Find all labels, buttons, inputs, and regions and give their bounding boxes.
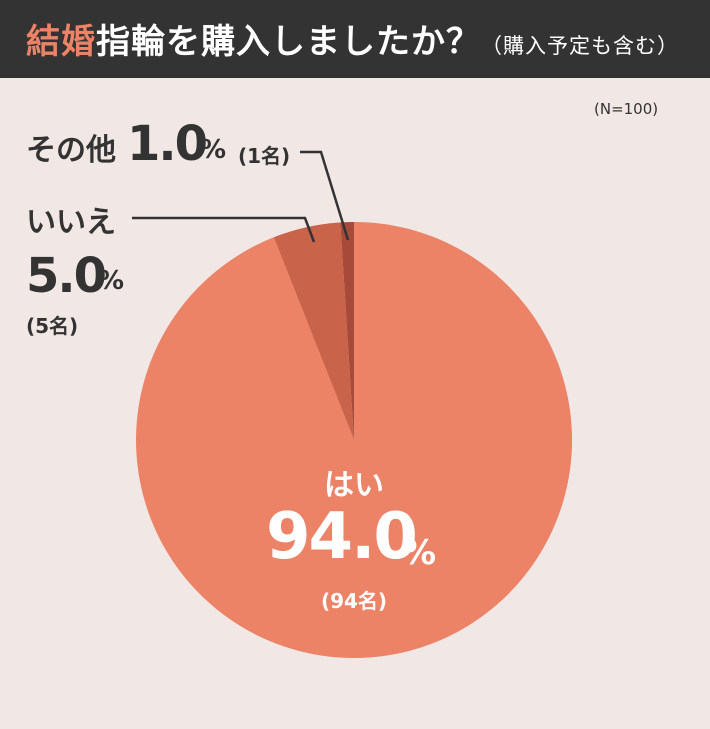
label-no-pct-sign: % [98, 266, 125, 296]
leader-line-other [300, 150, 350, 241]
label-yes-name: はい [324, 468, 384, 503]
title-sub: （購入予定も含む） [481, 34, 679, 58]
label-other-count: (1名) [238, 144, 291, 168]
label-no-name: いいえ [26, 205, 116, 240]
leader-line-no [132, 216, 316, 243]
label-other-name: その他 [26, 133, 116, 168]
label-yes-pct-sign: % [402, 533, 437, 573]
sample-size: (N=100) [594, 100, 659, 118]
label-no-pct: 5.0 [26, 248, 107, 304]
title-accent: 結婚 [26, 22, 96, 62]
label-other-pct: 1.0 [127, 116, 208, 172]
slice-other [340, 221, 354, 440]
slice-no [273, 222, 354, 440]
label-other-pct-sign: % [200, 135, 227, 165]
chart-header: 結婚指輪を購入しましたか？（購入予定も含む） [0, 0, 710, 78]
chart-title: 結婚指輪を購入しましたか？（購入予定も含む） [26, 14, 679, 63]
label-yes-count: (94名) [320, 589, 388, 613]
label-no-count: (5名) [26, 314, 79, 338]
slice-yes [136, 221, 573, 658]
title-main: 指輪を購入しましたか？ [96, 22, 481, 62]
label-yes-pct: 94.0 [266, 500, 418, 574]
